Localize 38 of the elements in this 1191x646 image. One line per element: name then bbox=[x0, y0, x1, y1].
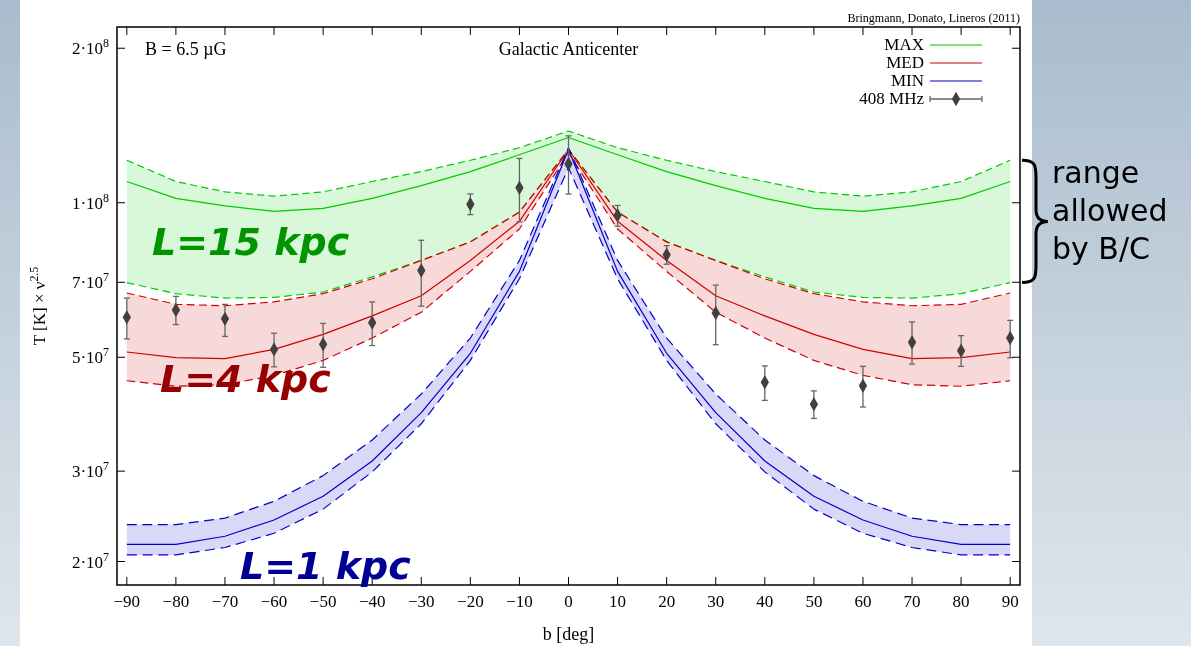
x-tick-label: 30 bbox=[707, 592, 725, 611]
x-tick-label: 60 bbox=[854, 592, 872, 611]
x-tick-label: 40 bbox=[756, 592, 774, 611]
legend-label: 408 MHz bbox=[859, 89, 925, 108]
x-tick-label: −20 bbox=[457, 592, 484, 611]
annotation: L=1 kpc bbox=[240, 544, 412, 588]
text: Bringmann, Donato, Lineros (2011) bbox=[847, 11, 1020, 25]
text: Galactic Anticenter bbox=[498, 39, 639, 59]
x-tick-label: 20 bbox=[658, 592, 676, 611]
x-tick-label: −10 bbox=[506, 592, 533, 611]
x-tick-label: 50 bbox=[805, 592, 823, 611]
legend-label: MED bbox=[886, 53, 924, 72]
x-tick-label: −50 bbox=[309, 592, 337, 611]
x-tick-label: −70 bbox=[211, 592, 239, 611]
y-tick-label: 3·10$^{7}$ bbox=[71, 459, 110, 482]
x-tick-label: −80 bbox=[162, 592, 190, 611]
x-tick-label: 80 bbox=[952, 592, 970, 611]
x-tick-label: 70 bbox=[903, 592, 921, 611]
x-tick-label: 10 bbox=[609, 592, 627, 611]
x-tick-label: −40 bbox=[358, 592, 386, 611]
line-series bbox=[126, 136, 1011, 212]
x-tick-label: −30 bbox=[407, 592, 435, 611]
text: range allowed by B/C bbox=[1052, 155, 1168, 267]
x-tick-label: −90 bbox=[113, 592, 141, 611]
y-tick-label: 1·10$^{8}$ bbox=[71, 190, 110, 213]
annotation: B = 6.5 µG bbox=[145, 39, 227, 59]
y-tick-label: 2·10$^{8}$ bbox=[71, 36, 110, 59]
x-tick-label: 90 bbox=[1001, 592, 1019, 611]
line-series bbox=[126, 130, 1011, 197]
y-tick-label: 7·10$^{7}$ bbox=[71, 270, 110, 293]
y-tick-label: 5·10$^{7}$ bbox=[71, 345, 110, 368]
y-tick-label: 2·10$^{7}$ bbox=[71, 549, 110, 572]
legend-label: MAX bbox=[884, 35, 924, 54]
legend-label: MIN bbox=[890, 71, 924, 90]
x-axis-title: b [deg] bbox=[542, 624, 595, 644]
x-tick-label: −60 bbox=[260, 592, 288, 611]
x-tick-label: 0 bbox=[564, 592, 573, 611]
annotation: L=15 kpc bbox=[152, 220, 350, 264]
